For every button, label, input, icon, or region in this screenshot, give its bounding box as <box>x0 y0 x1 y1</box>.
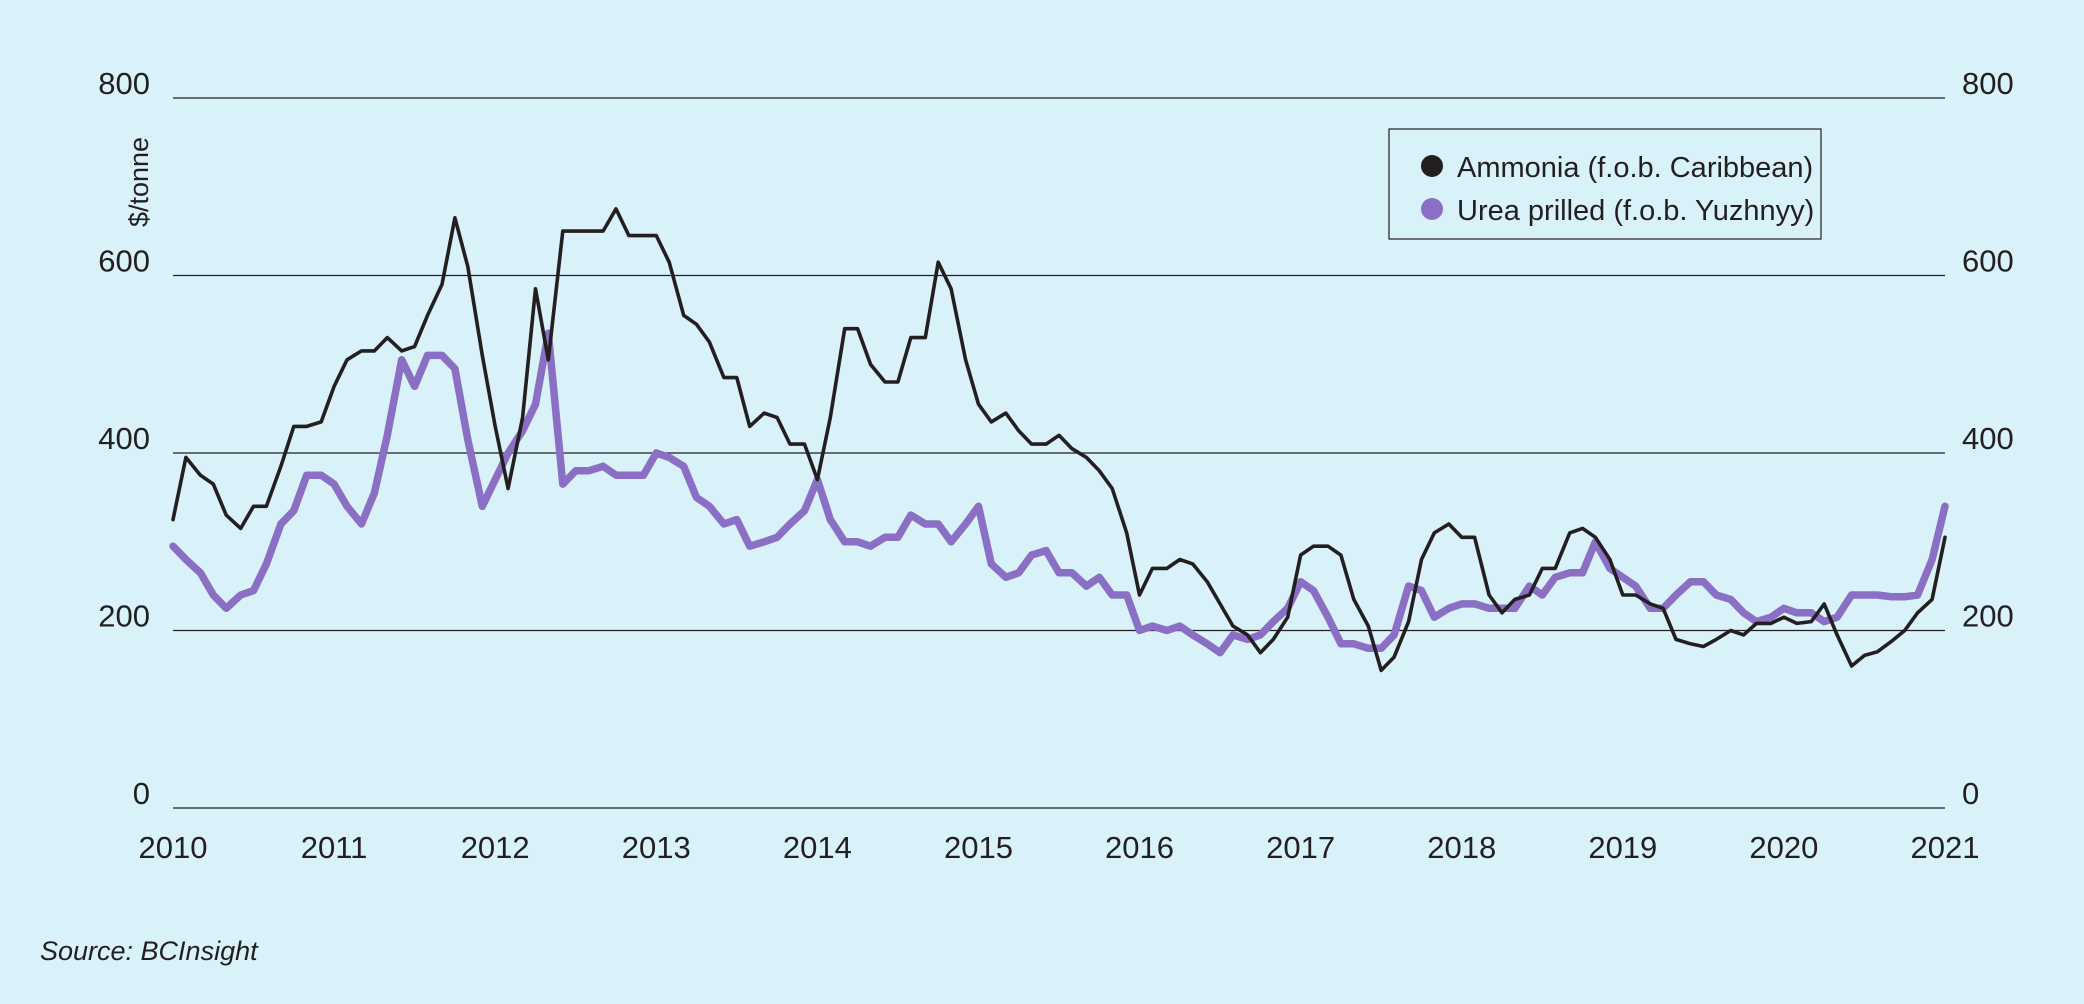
y-tick-left-0: 0 <box>133 776 150 811</box>
series-lines <box>169 207 1949 673</box>
y-axis-ticks: 0 0 200 200 400 400 600 600 800 800 <box>98 66 2013 811</box>
x-tick-2020: 2020 <box>1749 830 1818 865</box>
y-tick-right-200: 200 <box>1962 599 2014 634</box>
source-note: Source: BCInsight <box>40 936 258 966</box>
urea-line <box>169 329 1949 657</box>
x-axis-ticks: 2010 2011 2012 2013 2014 2015 2016 2017 2018 2019… <box>139 830 1980 865</box>
legend-box <box>1388 128 1822 240</box>
legend: Ammonia (f.o.b. Caribbean) Urea prilled … <box>1388 128 1822 240</box>
x-tick-2015: 2015 <box>944 830 1013 865</box>
x-tick-2016: 2016 <box>1105 830 1174 865</box>
y-tick-left-800: 800 <box>98 66 150 101</box>
x-tick-2021: 2021 <box>1911 830 1980 865</box>
legend-label-ammonia: Ammonia (f.o.b. Caribbean) <box>1457 152 1813 184</box>
y-tick-left-600: 600 <box>98 244 150 279</box>
y-tick-left-200: 200 <box>98 599 150 634</box>
x-tick-2011: 2011 <box>301 830 368 865</box>
y-tick-left-400: 400 <box>98 421 150 456</box>
legend-marker-urea <box>1421 198 1443 220</box>
x-tick-2017: 2017 <box>1266 830 1335 865</box>
y-tick-right-600: 600 <box>1962 244 2014 279</box>
x-tick-2014: 2014 <box>783 830 852 865</box>
y-axis-label: $/tonne <box>124 137 154 227</box>
ammonia-line <box>171 207 1947 673</box>
x-tick-2018: 2018 <box>1427 830 1496 865</box>
x-tick-2013: 2013 <box>622 830 691 865</box>
legend-label-urea: Urea prilled (f.o.b. Yuzhnyy) <box>1457 195 1814 227</box>
y-tick-right-800: 800 <box>1962 66 2014 101</box>
y-tick-right-400: 400 <box>1962 421 2014 456</box>
y-tick-right-0: 0 <box>1962 776 1979 811</box>
x-tick-2012: 2012 <box>461 830 530 865</box>
legend-marker-ammonia <box>1421 155 1443 177</box>
x-tick-2010: 2010 <box>139 830 208 865</box>
x-tick-2019: 2019 <box>1588 830 1657 865</box>
